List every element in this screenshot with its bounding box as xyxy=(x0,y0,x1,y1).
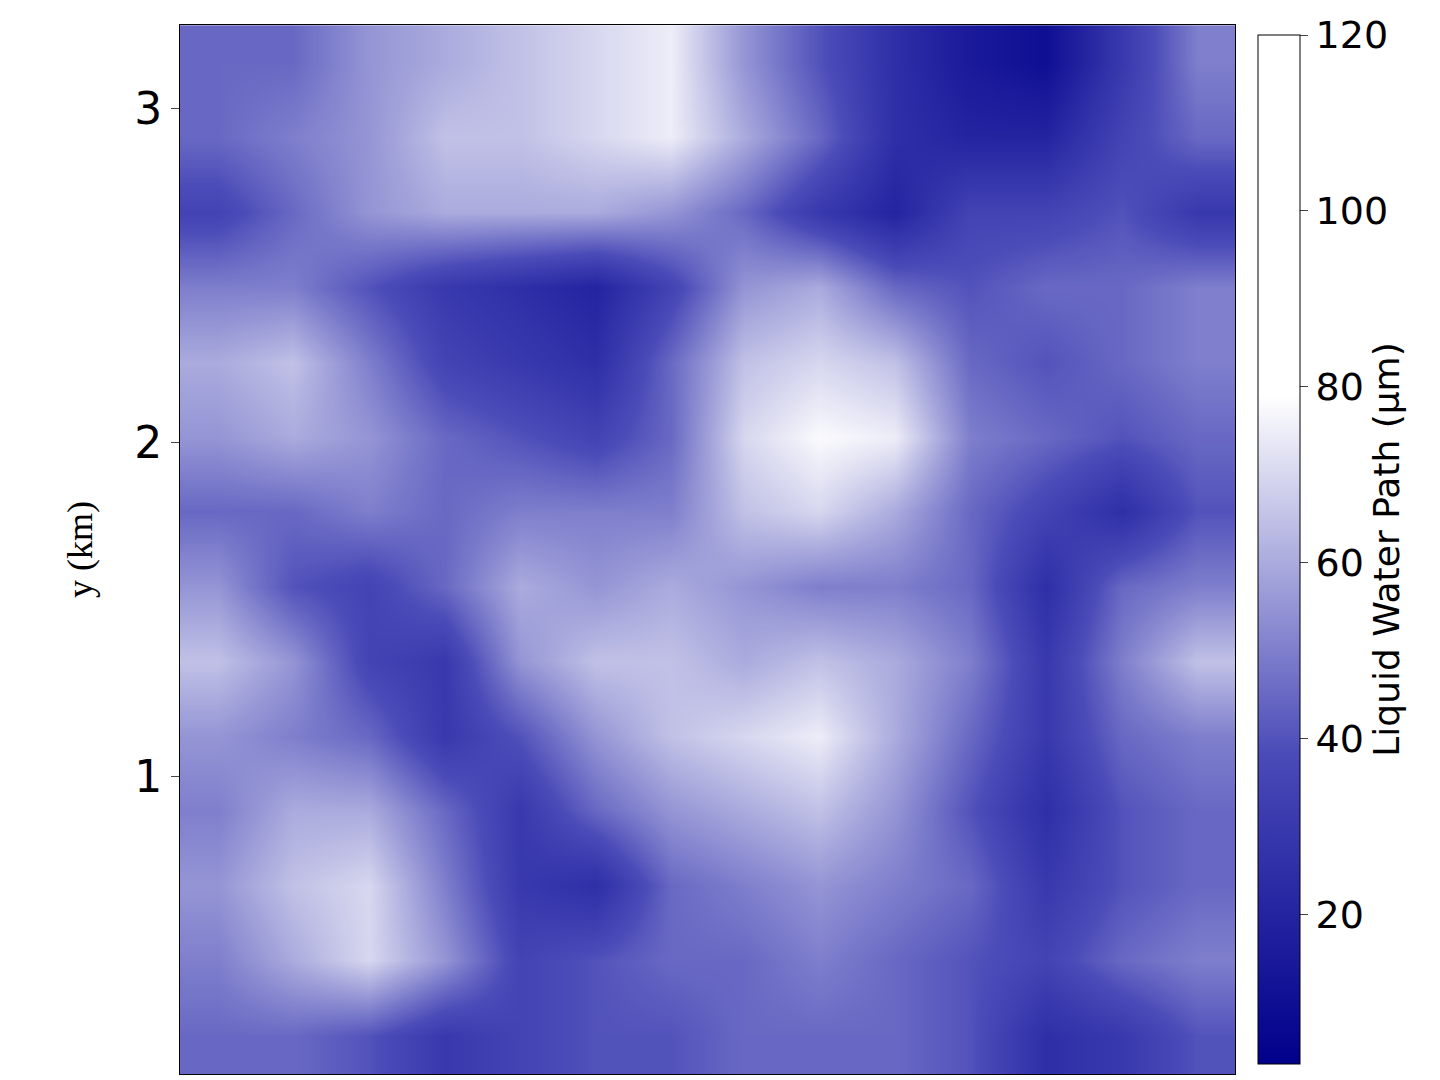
svg-text:80: 80 xyxy=(1316,365,1364,409)
svg-text:100: 100 xyxy=(1316,189,1389,233)
svg-text:Liquid Water Path (μm): Liquid Water Path (μm) xyxy=(1366,342,1407,756)
svg-text:20: 20 xyxy=(1316,893,1364,937)
svg-text:60: 60 xyxy=(1316,541,1364,585)
svg-text:1: 1 xyxy=(134,751,162,802)
svg-text:y (km): y (km) xyxy=(60,501,100,598)
svg-text:2: 2 xyxy=(134,417,162,468)
svg-text:120: 120 xyxy=(1316,13,1389,57)
svg-text:3: 3 xyxy=(134,83,162,134)
svg-text:40: 40 xyxy=(1316,717,1364,761)
